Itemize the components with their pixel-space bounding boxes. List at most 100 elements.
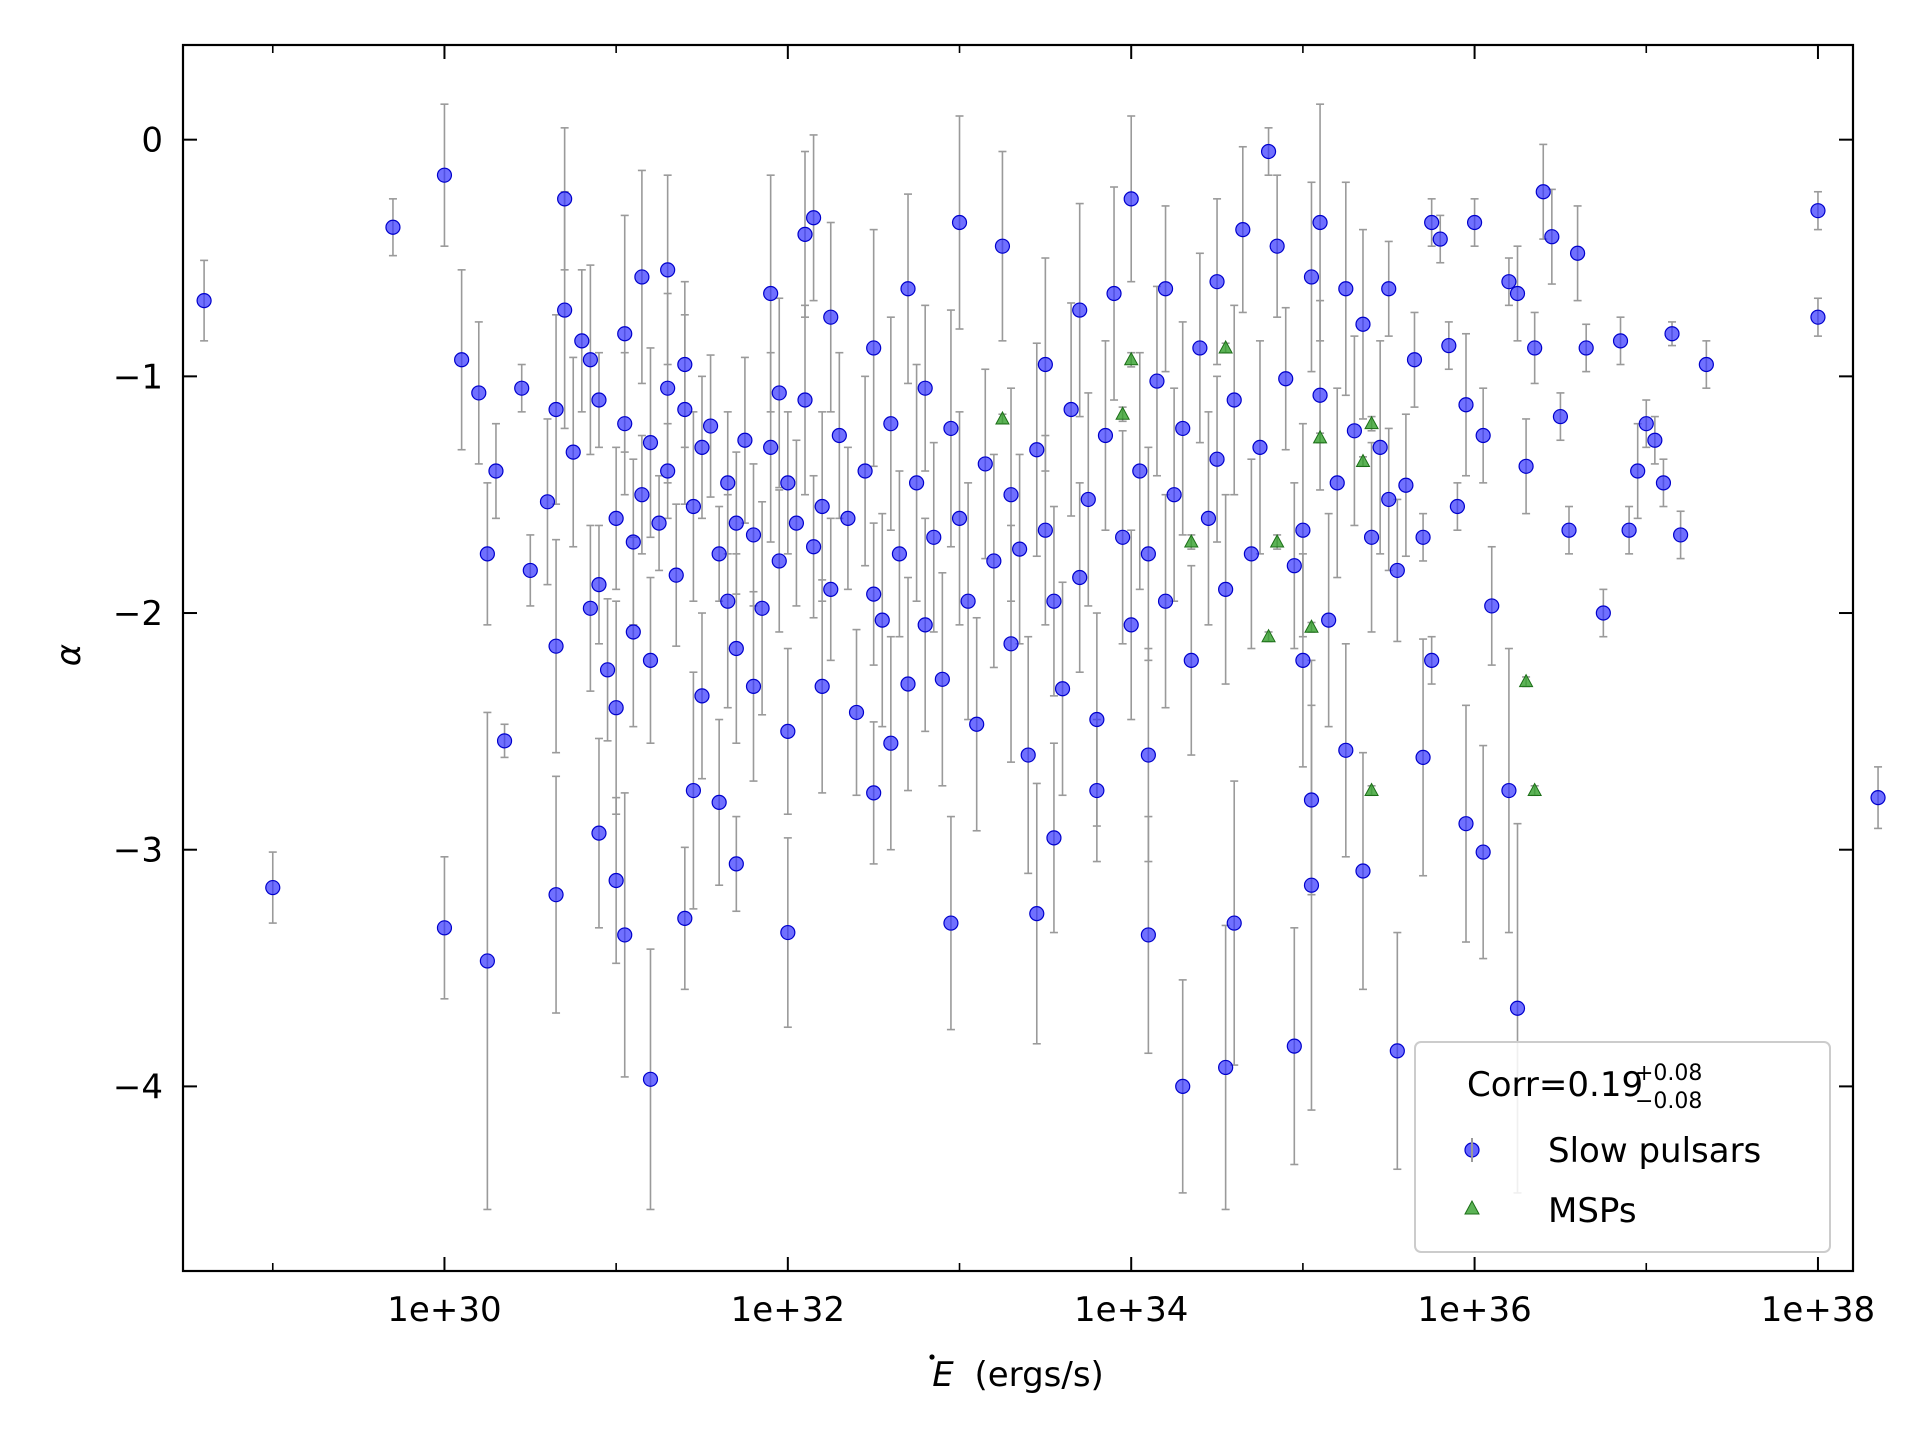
data-point-slow-pulsar [917, 380, 933, 396]
data-point-slow-pulsar [702, 418, 719, 434]
data-point-slow-pulsar [1441, 337, 1457, 354]
data-point-slow-pulsar [385, 219, 401, 235]
data-point-slow-pulsar [599, 662, 616, 678]
data-point-slow-pulsar [1303, 269, 1320, 285]
data-point-slow-pulsar [591, 577, 607, 593]
data-point-slow-pulsar [1029, 906, 1045, 922]
data-point-slow-pulsar [668, 567, 684, 583]
data-point-slow-pulsar [514, 380, 530, 396]
plot-area [196, 103, 1886, 1211]
data-point-slow-pulsar [1157, 281, 1174, 297]
data-point-slow-pulsar [1209, 451, 1225, 467]
legend-entry-msps: MSPs [1548, 1191, 1637, 1231]
x-tick-label: 1e+38 [1761, 1290, 1875, 1330]
data-point-slow-pulsar [265, 879, 281, 896]
x-tick-label: 1e+32 [731, 1290, 845, 1330]
data-point-msp [1115, 406, 1130, 420]
data-point-slow-pulsar [1535, 184, 1551, 200]
data-point-slow-pulsar [1312, 387, 1328, 403]
data-point-slow-pulsar [1166, 487, 1182, 503]
data-point-slow-pulsar [780, 723, 796, 739]
data-point-slow-pulsar [677, 910, 693, 926]
data-point-slow-pulsar [660, 380, 676, 396]
data-point-slow-pulsar [1089, 782, 1105, 799]
data-point-msp [1269, 533, 1285, 548]
data-point-slow-pulsar [1226, 392, 1242, 408]
data-point-slow-pulsar [1458, 816, 1474, 832]
data-point-slow-pulsar [1698, 356, 1714, 373]
data-point-slow-pulsar [900, 676, 916, 692]
data-point-slow-pulsar [1595, 605, 1611, 621]
x-axis-label-symbol: E [932, 1355, 954, 1395]
data-point-slow-pulsar [1338, 742, 1354, 758]
data-point-slow-pulsar [677, 401, 693, 418]
data-point-slow-pulsar [1673, 527, 1689, 543]
data-point-slow-pulsar [943, 915, 959, 931]
data-point-slow-pulsar [891, 546, 908, 562]
data-point-slow-pulsar [642, 652, 659, 668]
data-point-slow-pulsar [548, 638, 564, 654]
data-point-slow-pulsar [814, 498, 830, 515]
data-point-slow-pulsar [1046, 830, 1062, 846]
data-point-slow-pulsar [780, 475, 796, 491]
data-point-slow-pulsar [1509, 285, 1526, 302]
data-point-slow-pulsar [1612, 333, 1629, 349]
data-point-slow-pulsar [1020, 747, 1036, 763]
data-point-slow-pulsar [1561, 522, 1577, 538]
data-point-slow-pulsar [625, 624, 641, 640]
y-tick-label: −3 [113, 831, 163, 871]
data-point-slow-pulsar [1475, 427, 1491, 444]
data-point-slow-pulsar [720, 593, 736, 609]
data-point-slow-pulsar [1870, 790, 1886, 806]
data-point-slow-pulsar [591, 392, 607, 408]
data-point-msp [1304, 619, 1319, 633]
data-point-slow-pulsar [711, 546, 727, 562]
y-axis-ticks: 0 −1 −2 −3 −4 [113, 121, 1853, 1107]
data-point-slow-pulsar [617, 326, 633, 342]
data-point-slow-pulsar [677, 356, 693, 373]
data-point-slow-pulsar [934, 671, 950, 687]
data-point-slow-pulsar [196, 293, 212, 309]
data-point-slow-pulsar [1406, 352, 1423, 368]
data-point-slow-pulsar [1252, 439, 1268, 455]
data-point-slow-pulsar [1192, 340, 1208, 356]
data-point-slow-pulsar [1578, 340, 1594, 356]
data-point-slow-pulsar [1381, 491, 1397, 508]
data-point-msp [1364, 415, 1379, 430]
data-point-slow-pulsar [797, 392, 813, 408]
data-point-slow-pulsar [479, 546, 495, 562]
data-point-slow-pulsar [1630, 463, 1646, 479]
data-point-slow-pulsar [694, 439, 710, 455]
data-point-slow-pulsar [823, 309, 839, 325]
data-point-slow-pulsar [874, 612, 890, 628]
axes-frame [181, 43, 1855, 1273]
data-point-slow-pulsar [771, 385, 787, 401]
data-point-slow-pulsar [780, 924, 796, 941]
data-point-slow-pulsar [797, 226, 813, 242]
data-point-msp [1183, 533, 1199, 548]
data-point-slow-pulsar [1140, 747, 1156, 763]
data-point-slow-pulsar [1303, 877, 1320, 893]
data-point-slow-pulsar [823, 581, 839, 597]
data-point-slow-pulsar [1544, 229, 1560, 245]
data-point-slow-pulsar [917, 617, 933, 633]
data-point-slow-pulsar [771, 553, 787, 569]
data-point-slow-pulsar [471, 385, 487, 401]
data-point-slow-pulsar [1080, 491, 1096, 508]
data-point-slow-pulsar [840, 510, 856, 526]
data-point-slow-pulsar [1458, 397, 1474, 413]
y-tick-label: 0 [141, 121, 163, 161]
legend-title: Corr=0.19 [1467, 1065, 1643, 1105]
data-point-slow-pulsar [1037, 356, 1053, 373]
data-point-slow-pulsar [651, 515, 667, 531]
data-point-slow-pulsar [883, 735, 899, 751]
data-point-slow-pulsar [986, 553, 1002, 569]
data-point-slow-pulsar [1355, 316, 1371, 332]
data-point-slow-pulsar [1664, 326, 1680, 342]
data-point-slow-pulsar [1218, 1059, 1234, 1076]
data-point-slow-pulsar [1149, 373, 1165, 389]
data-point-slow-pulsar [908, 475, 925, 491]
data-point-slow-pulsar [1072, 569, 1088, 586]
data-point-slow-pulsar [1655, 475, 1672, 491]
data-point-slow-pulsar [1312, 214, 1328, 231]
